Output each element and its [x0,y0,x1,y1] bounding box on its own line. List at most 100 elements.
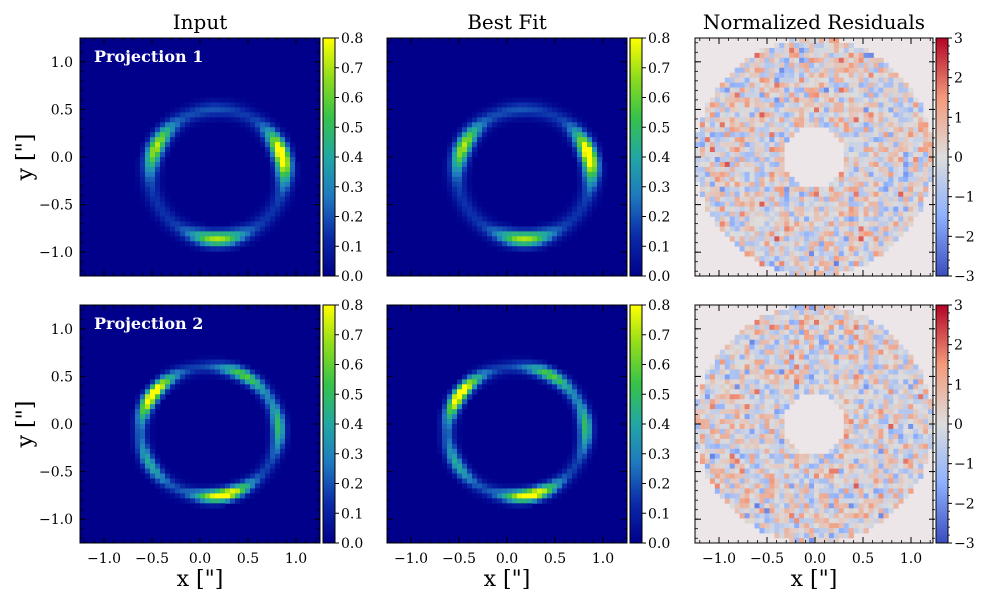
y-axis-label-row-2: y ["] [13,401,38,449]
colorbar-tick-label: 0.3 [341,180,363,196]
panel-residuals-projection-2 [694,304,934,544]
x-tick-label: 1.0 [285,551,307,567]
colorbar-tick-label: −3 [954,269,975,285]
colorbar-tick-label: 0.0 [341,269,363,285]
projection-1-label: Projection 1 [94,47,203,66]
colorbar-tick-label: 0.4 [648,150,670,166]
colorbar-tick-label: 0.3 [648,447,670,463]
colorbar-tick-label: 0.7 [341,61,363,77]
colorbar-tick-label: 0.8 [648,298,670,314]
y-tick-label: 1.0 [51,322,73,338]
colorbar-tick-label: 0.6 [341,91,363,107]
colorbar-tick-label: 0.4 [341,417,363,433]
colorbar-residuals-row-1: 3 2 1 0 −1 −2 −3 [935,31,975,285]
colorbar-tick-label: −3 [954,536,975,552]
colorbar-tick-label: −1 [954,190,975,206]
y-tick-label: −0.5 [39,465,73,481]
x-tick-label: −0.5 [135,551,169,567]
colorbar-tick-label: 0.6 [648,91,670,107]
colorbar-tick-label: 0.2 [341,210,363,226]
colorbar-tick-label: 0.6 [648,358,670,374]
axis-ticks-panel-6: −1.0 −0.5 0.0 0.5 1.0 [695,305,935,567]
colorbar-tick-label: 0.5 [341,120,363,136]
colorbar-tick-label: 3 [954,31,963,47]
colorbar-tick-label: 0.7 [648,328,670,344]
axis-ticks-panel-1: 1.0 0.5 0.0 −0.5 −1.0 [39,38,320,276]
y-tick-label: −1.0 [39,512,73,528]
colorbar-tick-label: 1 [954,110,963,126]
colorbar-tick-label: 0.0 [648,269,670,285]
y-tick-label: −0.5 [39,198,73,214]
y-tick-label: 0.5 [51,369,73,385]
panel-residuals-projection-1 [694,37,934,277]
colorbar-residuals-row-2: 3 2 1 0 −1 −2 −3 [935,298,975,552]
x-tick-label: 0.5 [237,551,259,567]
colorbar-tick-label: 0.7 [341,328,363,344]
x-tick-label: 1.0 [900,551,922,567]
colorbar-tick-label: 0.7 [648,61,670,77]
x-axis-label-col-2: x ["] [484,567,531,592]
colorbar-tick-label: 0.1 [341,239,363,255]
colorbar-tick-label: −2 [954,496,975,512]
x-tick-label: −1.0 [702,551,736,567]
y-axis-label-row-1: y ["] [13,134,38,182]
axis-ticks-panel-4: −1.0 1.0 −0.5 0.5 0.0 0.0 0.5 −0.5 1.0 −1.0 [39,305,320,567]
colorbar-tick-label: 0.1 [341,506,363,522]
projection-2-label: Projection 2 [94,314,203,333]
y-tick-label: 0.0 [51,150,73,166]
colorbar-tick-label: 3 [954,298,963,314]
colorbar-tick-label: 0.2 [341,477,363,493]
x-tick-label: 1.0 [592,551,614,567]
y-tick-label: 1.0 [51,55,73,71]
colorbar-tick-label: 0.2 [648,210,670,226]
x-tick-label: −1.0 [394,551,428,567]
colorbar-tick-label: 0.6 [341,358,363,374]
colorbar-tick-label: 0.0 [341,536,363,552]
x-axis-label-col-1: x ["] [177,567,224,592]
colorbar-tick-label: 0.1 [648,239,670,255]
panel-input-projection-1: Projection 1 [79,37,321,277]
x-tick-label: 0.0 [496,551,518,567]
colorbar-tick-label: 0.2 [648,477,670,493]
axis-ticks-panel-2 [387,38,627,276]
colorbar-tick-label: 0.0 [648,536,670,552]
x-tick-label: 0.5 [544,551,566,567]
colorbar-tick-label: 0.4 [341,150,363,166]
colorbar-input-row-2: 0.8 0.7 0.6 0.5 0.4 0.3 0.2 0.1 0.0 [322,298,363,552]
panel-bestfit-projection-1 [386,37,628,277]
x-tick-label: −1.0 [87,551,121,567]
colorbar-tick-label: 0.8 [341,298,363,314]
colorbar-input-row-1: 0.8 0.7 0.6 0.5 0.4 0.3 0.2 0.1 0.0 [322,31,363,285]
panel-input-projection-2: Projection 2 [79,304,321,544]
colorbar-bestfit-row-1: 0.8 0.7 0.6 0.5 0.4 0.3 0.2 0.1 0.0 [629,31,670,285]
colorbar-tick-label: 0.5 [341,387,363,403]
y-tick-label: 0.0 [51,417,73,433]
column-title-residuals: Normalized Residuals [703,10,925,34]
colorbar-tick-label: 0 [954,417,963,433]
x-axis-label-col-3: x ["] [791,567,838,592]
colorbar-tick-label: 0.3 [341,447,363,463]
column-title-input: Input [173,10,228,34]
colorbar-tick-label: 0.1 [648,506,670,522]
colorbar-tick-label: −1 [954,457,975,473]
column-title-best-fit: Best Fit [467,10,547,34]
x-tick-label: 0.0 [189,551,211,567]
colorbar-tick-label: −2 [954,229,975,245]
colorbar-bestfit-row-2: 0.8 0.7 0.6 0.5 0.4 0.3 0.2 0.1 0.0 [629,298,670,552]
colorbar-tick-label: 0.4 [648,417,670,433]
y-tick-label: −1.0 [39,245,73,261]
panel-bestfit-projection-2 [386,304,628,544]
axis-ticks-panel-3 [695,38,935,276]
x-tick-label: 0.0 [804,551,826,567]
axis-ticks-panel-5: −1.0 −0.5 0.0 0.5 1.0 [387,305,627,567]
colorbar-tick-label: 0.3 [648,180,670,196]
colorbar-tick-label: 0.8 [648,31,670,47]
colorbar-tick-label: 0.5 [648,387,670,403]
x-tick-label: −0.5 [442,551,476,567]
colorbar-tick-label: 2 [954,338,963,354]
colorbar-tick-label: 0 [954,150,963,166]
x-tick-label: −0.5 [750,551,784,567]
colorbar-tick-label: 0.8 [341,31,363,47]
x-tick-label: 0.5 [852,551,874,567]
